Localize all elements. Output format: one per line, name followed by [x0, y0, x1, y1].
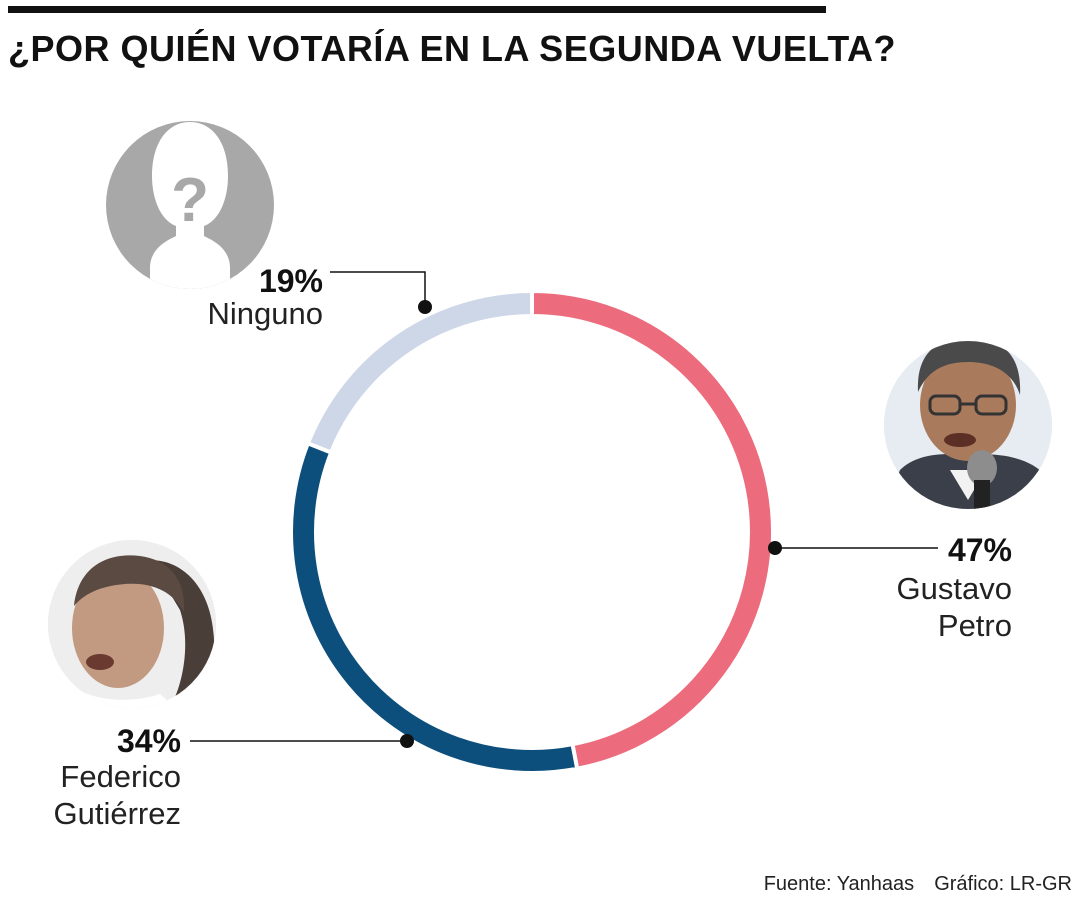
footer: Fuente: Yanhaas Gráfico: LR-GR [744, 873, 1072, 896]
petro-percent: 47% [948, 532, 1012, 568]
ninguno-name: Ninguno [208, 296, 323, 331]
federico-name-line2: Gutiérrez [54, 796, 181, 831]
petro-name-line1: Gustavo [897, 571, 1012, 606]
gustavo-petro-photo [884, 341, 1052, 509]
source-note: Fuente: Yanhaas [763, 873, 915, 895]
label-ninguno: 19% Ninguno [208, 263, 323, 331]
leader-federico-dot [400, 734, 414, 748]
federico-gutierrez-photo [48, 540, 216, 708]
leader-ninguno [330, 271, 426, 307]
slice-federico [289, 440, 580, 775]
slice-petro [530, 288, 775, 772]
top-rule [8, 6, 826, 13]
donut-ring [289, 288, 775, 775]
svg-text:?: ? [171, 166, 209, 235]
label-federico: 34% Federico Gutiérrez [54, 723, 181, 831]
label-leaders [190, 271, 938, 748]
unknown-person-icon: ? [106, 121, 274, 289]
leader-petro-dot [768, 541, 782, 555]
chart-title: ¿POR QUIÉN VOTARÍA EN LA SEGUNDA VUELTA? [8, 28, 897, 69]
slice-ninguno [305, 288, 534, 456]
credit-note: Gráfico: LR-GR [934, 873, 1072, 895]
petro-name-line2: Petro [938, 608, 1012, 643]
ninguno-percent: 19% [259, 263, 323, 299]
federico-percent: 34% [117, 723, 181, 759]
leader-ninguno-dot [418, 300, 432, 314]
federico-name-line1: Federico [60, 759, 181, 794]
label-petro: 47% Gustavo Petro [897, 532, 1012, 643]
